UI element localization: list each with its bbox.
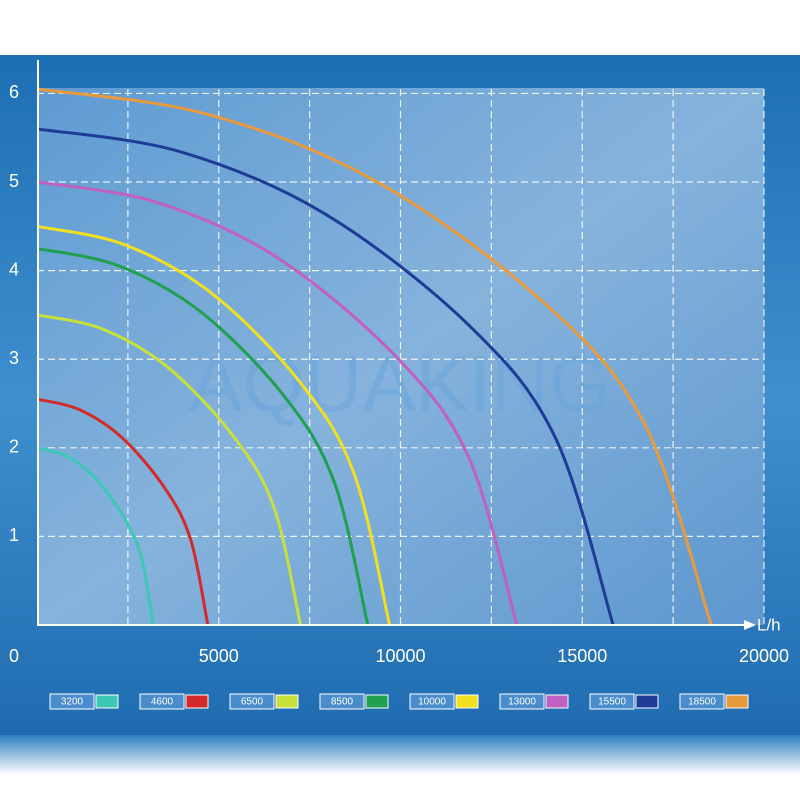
legend-swatch — [365, 694, 389, 709]
legend-swatch — [95, 694, 119, 709]
pump-curve — [36, 247, 370, 626]
legend-label: 4600 — [151, 697, 174, 708]
legend-label-box — [679, 693, 725, 710]
legend-label-box — [139, 693, 185, 710]
legend-label: 13000 — [508, 697, 536, 708]
x-tick-label: 15000 — [557, 646, 607, 666]
y-tick-label: 4 — [9, 259, 19, 279]
pump-curve — [36, 446, 155, 626]
x-axis-arrow — [744, 620, 756, 630]
legend-label-box — [409, 693, 455, 710]
legend-label: 8500 — [331, 697, 354, 708]
pump-curve — [36, 180, 519, 626]
x-tick-label: 5000 — [199, 646, 239, 666]
pump-curve — [36, 127, 615, 626]
pump-curve — [36, 313, 303, 626]
x-tick-label: 20000 — [739, 646, 789, 666]
legend-label: 3200 — [61, 697, 84, 708]
legend-label-box — [49, 693, 95, 710]
curves — [36, 87, 713, 626]
legend-label: 15500 — [598, 697, 626, 708]
legend-swatch — [725, 694, 749, 709]
legend-swatch — [545, 694, 569, 709]
y-tick-label: 2 — [9, 437, 19, 457]
legend-swatch — [635, 694, 659, 709]
grid — [37, 89, 765, 625]
legend-label: 18500 — [688, 697, 716, 708]
background-fade — [0, 735, 800, 775]
legend-swatch — [455, 694, 479, 709]
legend-label-box — [229, 693, 275, 710]
legend-label-box — [589, 693, 635, 710]
pump-curve — [36, 224, 392, 626]
labels: 1 2 3 4 5 6 0 5000 10000 15000 20000 — [9, 82, 789, 666]
legend-label-box — [499, 693, 545, 710]
pump-curve — [36, 87, 713, 626]
y-tick-label: 1 — [9, 525, 19, 545]
y-tick-label: 6 — [9, 82, 19, 102]
legend-swatch — [185, 694, 209, 709]
legend-label: 6500 — [241, 697, 264, 708]
legend: 3200 4600 6500 8500 10000 13000 15500 18500 — [49, 693, 749, 710]
x-tick-label: 10000 — [375, 646, 425, 666]
legend-label-box — [319, 693, 365, 710]
x-tick-label: 0 — [9, 646, 19, 666]
pump-curve — [36, 397, 210, 626]
y-tick-label: 3 — [9, 348, 19, 368]
x-unit: L/h — [757, 615, 781, 634]
y-tick-label: 5 — [9, 171, 19, 191]
legend-label: 10000 — [418, 697, 446, 708]
legend-swatch — [275, 694, 299, 709]
